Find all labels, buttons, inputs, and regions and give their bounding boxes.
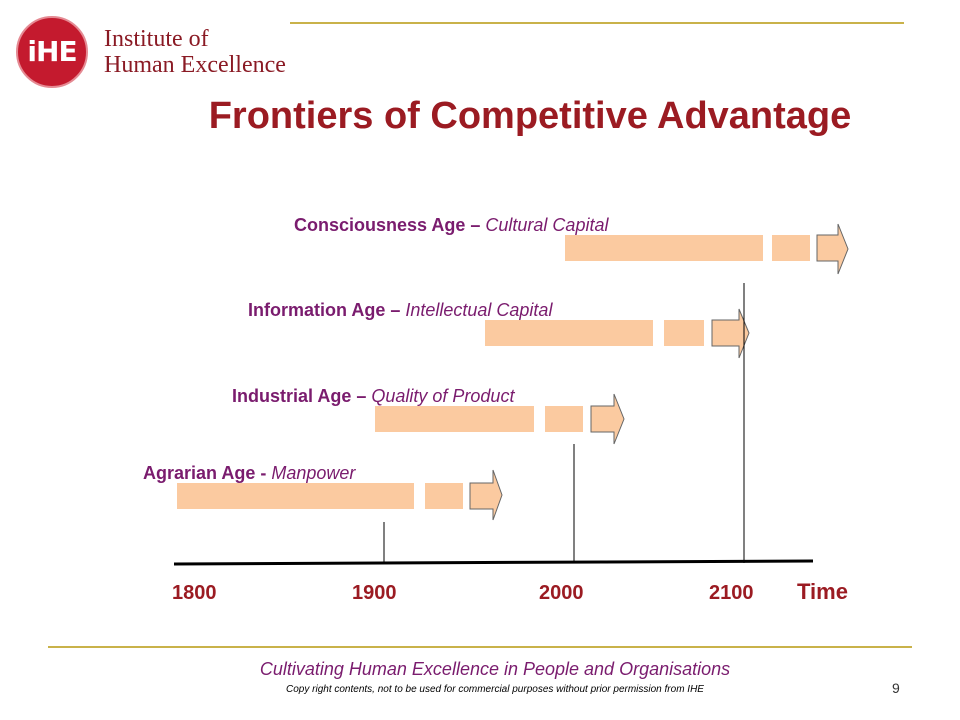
information-age-bar-small: [664, 320, 704, 346]
logo-text: Institute of Human Excellence: [104, 26, 286, 78]
year-label-2000: 2000: [539, 582, 584, 604]
time-axis: [173, 559, 814, 566]
industrial-age-bar-small: [545, 406, 583, 432]
time-axis-label: Time: [797, 579, 848, 604]
footer-copyright: Copy right contents, not to be used for …: [286, 684, 704, 695]
year-label-1900: 1900: [352, 582, 397, 604]
logo-name-line1: Institute of: [104, 26, 209, 52]
information-age-bar-main: [485, 320, 653, 346]
year-label-2100: 2100: [709, 582, 754, 604]
page-number: 9: [892, 680, 900, 696]
footer-tagline: Cultivating Human Excellence in People a…: [259, 659, 731, 679]
agrarian-age-capital: Manpower: [271, 463, 356, 483]
logo-circle: [16, 16, 88, 88]
page-title: Frontiers of Competitive Advantage: [208, 95, 852, 137]
industrial-age-arrow: [590, 393, 625, 445]
top-rule: [290, 22, 904, 24]
agrarian-age-bar-small: [425, 483, 463, 509]
consciousness-age-bar-small: [772, 235, 810, 261]
agrarian-age-label: Agrarian Age - Manpower: [143, 462, 355, 484]
consciousness-age-capital: Cultural Capital: [485, 215, 609, 235]
industrial-age-name: Industrial Age –: [232, 386, 367, 406]
industrial-age-capital: Quality of Product: [371, 386, 515, 406]
industrial-age-bar-main: [375, 406, 534, 432]
agrarian-age-name: Agrarian Age -: [143, 463, 267, 483]
information-age-label: Information Age – Intellectual Capital: [248, 299, 552, 321]
consciousness-age-label: Consciousness Age – Cultural Capital: [294, 214, 608, 236]
logo-name-line2: Human Excellence: [104, 52, 286, 78]
bottom-rule: [48, 646, 912, 648]
year-label-1800: 1800: [172, 582, 217, 604]
information-age-name: Information Age –: [248, 300, 401, 320]
agrarian-age-arrow: [469, 469, 503, 521]
consciousness-age-name: Consciousness Age –: [294, 215, 481, 235]
logo-mark: iHE: [27, 35, 77, 68]
information-age-capital: Intellectual Capital: [405, 300, 553, 320]
industrial-age-label: Industrial Age – Quality of Product: [232, 385, 514, 407]
agrarian-age-bar-main: [177, 483, 414, 509]
consciousness-age-bar-main: [565, 235, 763, 261]
consciousness-age-arrow: [816, 223, 849, 275]
information-age-arrow: [711, 308, 750, 359]
